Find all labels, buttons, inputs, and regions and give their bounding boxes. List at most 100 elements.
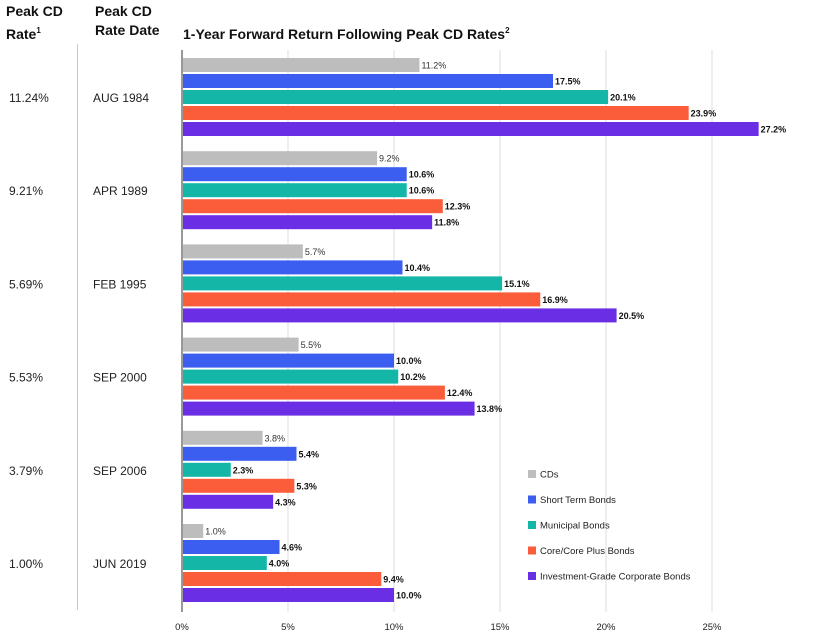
bar xyxy=(183,385,445,400)
data-label: 3.8% xyxy=(265,433,286,443)
data-label: 10.4% xyxy=(404,263,430,273)
peak-cd-rate-label: 9.21% xyxy=(9,184,43,198)
legend-swatch xyxy=(528,521,536,529)
peak-cd-rate-date-header-line2: Rate Date xyxy=(95,22,160,38)
data-label: 1.0% xyxy=(205,527,226,537)
bar xyxy=(183,167,407,182)
data-label: 10.0% xyxy=(396,356,422,366)
peak-cd-rate-header-line1: Peak CD xyxy=(6,3,63,19)
peak-cd-date-label: FEB 1995 xyxy=(93,277,147,291)
bar xyxy=(183,199,443,214)
bar xyxy=(183,353,394,368)
bar xyxy=(183,540,280,554)
data-label: 17.5% xyxy=(555,77,581,87)
data-label: 4.3% xyxy=(275,497,296,507)
bar xyxy=(183,244,303,259)
peak-cd-rate-header: Peak CD Rate1 xyxy=(6,2,76,44)
bar xyxy=(183,308,617,323)
data-label: 15.1% xyxy=(504,279,530,289)
legend-swatch xyxy=(528,470,536,478)
data-label: 5.5% xyxy=(301,340,322,350)
data-label: 9.4% xyxy=(383,575,404,585)
peak-cd-date-label: JUN 2019 xyxy=(93,557,147,571)
data-label: 5.4% xyxy=(298,449,319,459)
x-tick-label: 10% xyxy=(384,622,404,633)
data-label: 12.3% xyxy=(445,202,471,212)
bar xyxy=(183,58,420,72)
data-label: 5.3% xyxy=(296,481,317,491)
data-label: 11.8% xyxy=(434,218,459,228)
legend-label: Municipal Bonds xyxy=(540,521,610,532)
bar xyxy=(183,556,267,570)
data-label: 4.6% xyxy=(282,543,303,553)
bar xyxy=(183,74,553,88)
peak-cd-rate-label: 1.00% xyxy=(9,557,43,571)
bar xyxy=(183,446,297,461)
data-label: 10.0% xyxy=(396,591,422,601)
bar xyxy=(183,215,433,230)
data-label: 13.8% xyxy=(477,404,503,414)
peak-cd-rate-label: 3.79% xyxy=(9,464,43,478)
peak-cd-rate-header-line2: Rate1 xyxy=(6,21,76,44)
legend-label: Investment-Grade Corporate Bonds xyxy=(540,572,691,583)
peak-cd-date-label: SEP 2006 xyxy=(93,464,147,478)
legend-label: Short Term Bonds xyxy=(540,495,616,506)
bar xyxy=(183,524,204,538)
bar xyxy=(183,401,475,416)
peak-cd-date-label: AUG 1984 xyxy=(93,91,149,105)
data-label: 27.2% xyxy=(761,125,787,135)
data-label: 20.1% xyxy=(610,93,636,103)
bar xyxy=(183,572,382,586)
chart-title-text: 1-Year Forward Return Following Peak CD … xyxy=(183,26,506,42)
peak-cd-rate-label: 5.69% xyxy=(9,277,43,291)
data-label: 4.0% xyxy=(269,559,290,569)
data-label: 10.2% xyxy=(400,372,426,382)
bar xyxy=(183,430,263,445)
peak-cd-rate-label: 11.24% xyxy=(9,91,49,105)
legend-label: CDs xyxy=(540,470,559,481)
bar xyxy=(183,494,274,509)
data-label: 2.3% xyxy=(233,465,254,475)
chart-title: 1-Year Forward Return Following Peak CD … xyxy=(183,21,783,44)
bar xyxy=(183,292,541,307)
peak-cd-rate-header-text: Rate xyxy=(6,26,37,42)
x-tick-label: 5% xyxy=(281,622,295,633)
data-label: 9.2% xyxy=(379,154,400,164)
peak-cd-rate-date-header: Peak CD Rate Date xyxy=(95,2,175,40)
peak-cd-rate-date-header-line1: Peak CD xyxy=(95,3,152,19)
peak-cd-date-label: APR 1989 xyxy=(93,184,148,198)
data-label: 10.6% xyxy=(409,170,435,180)
column-divider xyxy=(77,44,78,610)
x-tick-label: 20% xyxy=(596,622,616,633)
bar xyxy=(183,106,689,120)
footnote-1-marker: 1 xyxy=(36,26,41,35)
peak-cd-rate-label: 5.53% xyxy=(9,371,43,385)
data-label: 5.7% xyxy=(305,247,326,257)
data-label: 11.2% xyxy=(421,61,446,71)
footnote-2-marker: 2 xyxy=(505,26,510,35)
bar xyxy=(183,260,403,275)
bar xyxy=(183,462,231,477)
bar xyxy=(183,90,609,104)
data-label: 12.4% xyxy=(447,388,473,398)
legend-swatch xyxy=(528,572,536,580)
bar xyxy=(183,478,295,493)
legend-swatch xyxy=(528,546,536,555)
legend-swatch xyxy=(528,495,536,504)
data-label: 16.9% xyxy=(542,295,568,305)
bar xyxy=(183,276,503,291)
data-label: 10.6% xyxy=(409,186,435,196)
x-tick-label: 15% xyxy=(490,622,510,633)
x-tick-label: 25% xyxy=(702,622,722,633)
data-label: 23.9% xyxy=(691,109,717,119)
bar xyxy=(183,588,394,602)
bar xyxy=(183,369,399,384)
bar xyxy=(183,151,378,166)
x-tick-label: 0% xyxy=(175,622,189,633)
bar xyxy=(183,122,759,136)
peak-cd-date-label: SEP 2000 xyxy=(93,371,147,385)
data-label: 20.5% xyxy=(619,311,645,321)
bar xyxy=(183,183,407,198)
legend-label: Core/Core Plus Bonds xyxy=(540,546,635,557)
